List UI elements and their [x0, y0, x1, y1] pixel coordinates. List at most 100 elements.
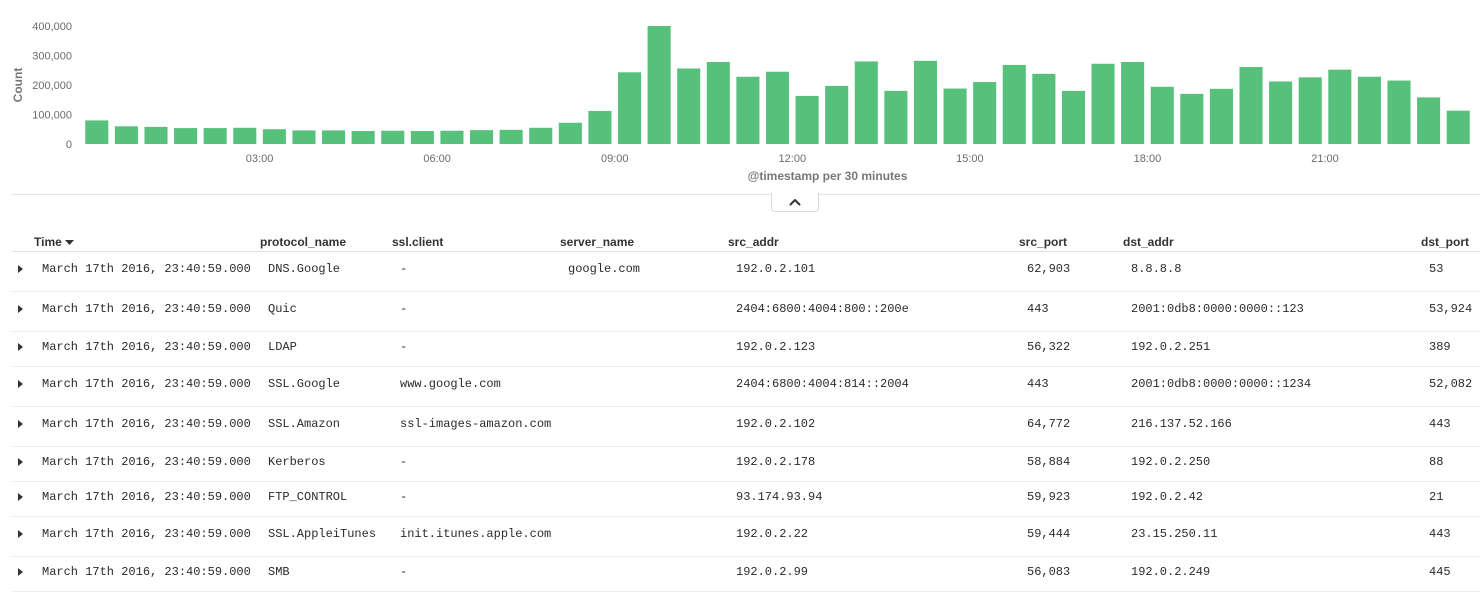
column-header-dst-port[interactable]: dst_port	[1421, 235, 1469, 249]
cell-dst-port: 443	[1429, 417, 1451, 431]
table-row[interactable]: March 17th 2016, 23:40:59.000 SSL.AppleiT…	[12, 517, 1480, 557]
histogram-bar[interactable]	[1446, 110, 1470, 144]
table-row[interactable]: March 17th 2016, 23:40:59.000 SMB - 192.0.2…	[12, 557, 1480, 592]
histogram-bar[interactable]	[233, 127, 257, 144]
histogram-bar[interactable]	[1180, 93, 1204, 144]
chevron-up-icon	[789, 199, 801, 206]
cell-src-addr: 2404:6800:4004:800::200e	[736, 302, 909, 316]
cell-src-port: 58,884	[1027, 455, 1071, 469]
collapse-chart-button[interactable]	[771, 193, 819, 212]
x-tick-label: 15:00	[956, 153, 984, 165]
histogram-bar[interactable]	[617, 72, 642, 144]
histogram-bar[interactable]	[973, 82, 997, 144]
histogram-bar[interactable]	[1032, 73, 1056, 144]
cell-src-port: 443	[1027, 377, 1049, 391]
histogram-bar[interactable]	[558, 122, 582, 144]
histogram-bar[interactable]	[1061, 90, 1085, 144]
histogram-bar[interactable]	[825, 85, 849, 144]
histogram-bar[interactable]	[85, 120, 109, 144]
cell-time: March 17th 2016, 23:40:59.000	[42, 455, 251, 469]
histogram-bar[interactable]	[677, 68, 701, 144]
expand-row-icon[interactable]	[18, 343, 24, 351]
histogram-bar[interactable]	[262, 129, 286, 144]
table-row[interactable]: March 17th 2016, 23:40:59.000 SSL.Amazon s…	[12, 407, 1480, 447]
cell-ssl-client: -	[400, 455, 408, 469]
histogram-bar[interactable]	[1298, 77, 1322, 144]
cell-dst-port: 88	[1429, 455, 1444, 469]
histogram-bar[interactable]	[1417, 97, 1441, 144]
cell-time: March 17th 2016, 23:40:59.000	[42, 340, 251, 354]
histogram-bar[interactable]	[706, 61, 730, 144]
table-row[interactable]: March 17th 2016, 23:40:59.000 FTP_CONTROL…	[12, 482, 1480, 517]
cell-src-port: 64,772	[1027, 417, 1071, 431]
histogram-bar[interactable]	[381, 130, 405, 144]
cell-protocol-name: FTP_CONTROL	[268, 490, 348, 504]
cell-dst-port: 21	[1429, 490, 1444, 504]
y-axis-title: Count	[11, 68, 25, 103]
histogram-bar[interactable]	[1387, 80, 1411, 144]
column-header-server-name[interactable]: server_name	[560, 235, 635, 249]
column-header-protocol-name[interactable]: protocol_name	[260, 235, 347, 249]
expand-row-icon[interactable]	[18, 458, 24, 466]
column-header-src-port[interactable]: src_port	[1019, 235, 1068, 249]
expand-row-icon[interactable]	[18, 493, 24, 501]
column-header-time[interactable]: Time	[34, 235, 74, 249]
expand-row-icon[interactable]	[18, 420, 24, 428]
histogram-bar[interactable]	[114, 126, 138, 144]
cell-ssl-client: init.itunes.apple.com	[400, 527, 552, 541]
histogram-bar[interactable]	[410, 131, 434, 144]
table-row[interactable]: March 17th 2016, 23:40:59.000 DNS.Google -…	[12, 252, 1480, 292]
table-row[interactable]: March 17th 2016, 23:40:59.000 Kerberos - 19…	[12, 447, 1480, 482]
histogram-bar[interactable]	[1239, 67, 1263, 144]
histogram-bar[interactable]	[1121, 61, 1145, 144]
histogram-bar[interactable]	[588, 110, 612, 144]
expand-row-icon[interactable]	[18, 380, 24, 388]
histogram-bar[interactable]	[499, 129, 523, 144]
sort-descending-icon[interactable]	[64, 239, 74, 246]
expand-row-icon[interactable]	[18, 305, 24, 313]
table-row[interactable]: March 17th 2016, 23:40:59.000 SSL.Google w…	[12, 367, 1480, 407]
histogram-bar[interactable]	[913, 60, 938, 145]
cell-protocol-name: DNS.Google	[268, 262, 341, 276]
histogram-bar[interactable]	[736, 76, 760, 144]
histogram-bar[interactable]	[322, 130, 346, 144]
column-header-dst-addr[interactable]: dst_addr	[1123, 235, 1174, 249]
histogram-bar[interactable]	[795, 95, 819, 144]
histogram-bar[interactable]	[1002, 64, 1026, 144]
cell-protocol-name: SMB	[268, 565, 290, 579]
histogram-bar[interactable]	[1091, 63, 1115, 145]
expand-row-icon[interactable]	[18, 530, 24, 538]
cell-dst-port: 443	[1429, 527, 1451, 541]
histogram-bar[interactable]	[292, 130, 316, 144]
cell-src-addr: 192.0.2.99	[736, 565, 809, 579]
expand-row-icon[interactable]	[18, 265, 24, 273]
histogram-bar[interactable]	[943, 88, 967, 144]
histogram-bar[interactable]	[1328, 69, 1352, 144]
histogram-bar[interactable]	[203, 128, 227, 144]
histogram-bar[interactable]	[647, 26, 671, 144]
histogram-bar[interactable]	[1269, 81, 1293, 144]
column-header-src-addr[interactable]: src_addr	[728, 235, 779, 249]
column-header-ssl-client[interactable]: ssl.client	[392, 235, 444, 249]
histogram-bar[interactable]	[854, 61, 878, 144]
cell-dst-port: 53	[1429, 262, 1444, 276]
histogram-bar[interactable]	[1209, 88, 1233, 144]
histogram-bar[interactable]	[1357, 76, 1381, 144]
histogram-bar[interactable]	[144, 126, 168, 144]
histogram-bar[interactable]	[470, 130, 494, 144]
results-table: Time protocol_name ssl.client server_nam…	[12, 232, 1480, 592]
expand-row-icon[interactable]	[18, 568, 24, 576]
cell-time: March 17th 2016, 23:40:59.000	[42, 527, 251, 541]
histogram-bar[interactable]	[174, 128, 198, 144]
histogram-bar[interactable]	[351, 131, 375, 144]
histogram-bar[interactable]	[440, 130, 464, 144]
table-row[interactable]: March 17th 2016, 23:40:59.000 LDAP - 192.0.…	[12, 332, 1480, 367]
histogram-bar[interactable]	[884, 90, 908, 144]
cell-ssl-client: -	[400, 262, 408, 276]
table-row[interactable]: March 17th 2016, 23:40:59.000 Quic - 2404:6…	[12, 292, 1480, 332]
histogram-bar[interactable]	[765, 71, 790, 144]
histogram-bar[interactable]	[529, 127, 553, 144]
histogram-bar[interactable]	[1150, 86, 1174, 144]
cell-src-port: 443	[1027, 302, 1049, 316]
cell-dst-addr: 23.15.250.11	[1131, 527, 1218, 541]
